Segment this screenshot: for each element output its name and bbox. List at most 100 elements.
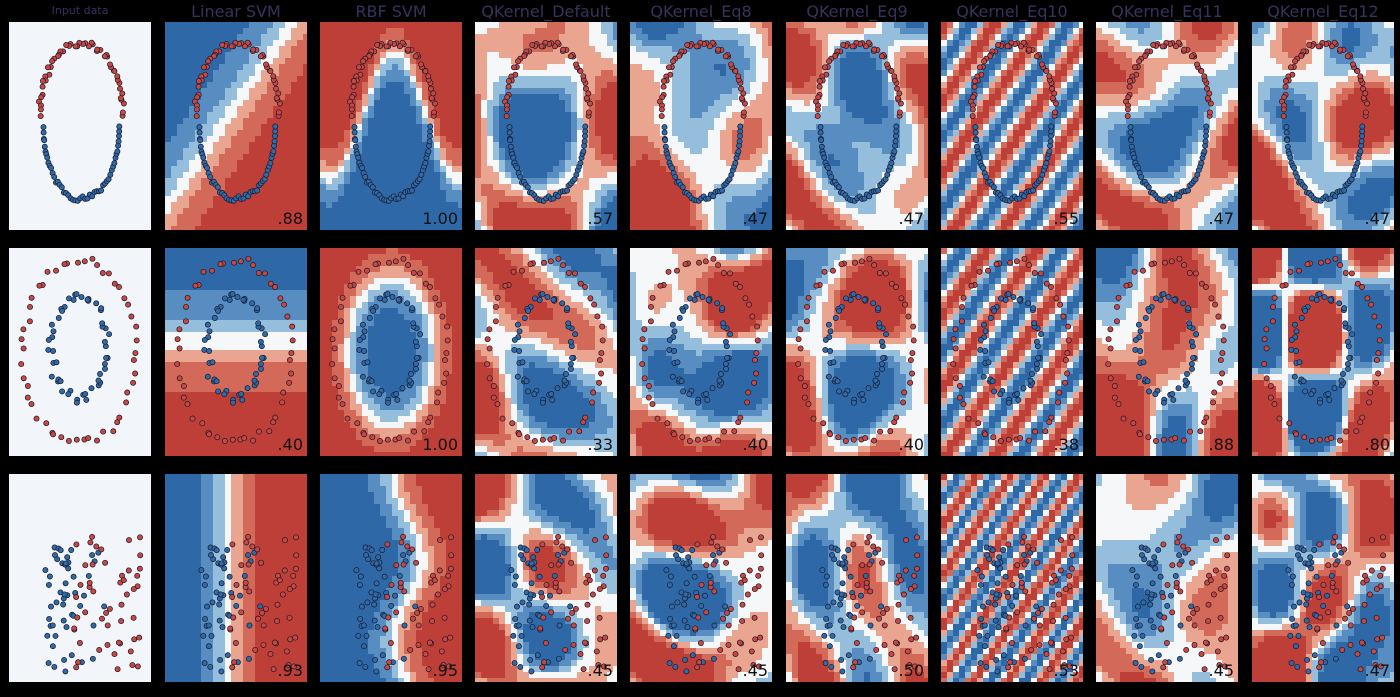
surface-cell [762,70,769,77]
surface-cell [732,124,739,131]
surface-cell [744,76,751,83]
surface-cell [189,202,196,209]
surface-cell [428,118,435,125]
surface-cell [798,64,805,71]
surface-cell [344,208,351,215]
surface-cell [762,148,769,155]
surface-cell [344,202,351,209]
surface-cell [648,58,655,65]
surface-cell [171,130,178,137]
surface-cell [404,58,411,65]
surface-cell [291,46,298,53]
surface-cell [261,196,268,203]
surface-cell [320,70,327,77]
surface-cell [487,148,494,155]
surface-cell [660,190,667,197]
surface-cell [231,22,238,29]
surface-cell [822,196,829,203]
surface-cell [630,136,637,143]
surface-cell [900,130,907,137]
surface-cell [786,220,793,227]
surface-cell [416,130,423,137]
surface-cell [398,202,405,209]
surface-cell [571,88,578,95]
surface-cell [595,202,602,209]
surface-cell [344,94,351,101]
surface-cell [971,34,978,41]
surface-cell [231,166,238,173]
surface-cell [636,34,643,41]
surface-cell [666,88,673,95]
surface-cell [583,220,590,227]
surface-cell [559,148,566,155]
surface-cell [768,64,772,71]
surface-cell [750,52,757,59]
surface-cell [870,166,877,173]
surface-cell [410,88,417,95]
surface-cell [666,196,673,203]
surface-cell [858,178,865,185]
point-positive [114,73,121,80]
surface-cell [613,220,617,227]
surface-cell [255,40,262,47]
surface-cell [702,76,709,83]
surface-cell [392,46,399,53]
surface-cell [672,166,679,173]
surface-cell [690,46,697,53]
surface-cell [804,52,811,59]
surface-cell [971,58,978,65]
surface-cell [261,184,268,191]
surface-cell [273,34,280,41]
surface-cell [702,106,709,113]
surface-cell [195,88,202,95]
surface-cell [219,166,226,173]
surface-cell [499,190,506,197]
surface-cell [374,166,381,173]
point-negative [580,148,587,155]
surface-cell [332,58,339,65]
surface-cell [368,34,375,41]
surface-cell [338,160,345,167]
surface-cell [249,118,256,125]
surface-cell [756,184,763,191]
surface-cell [816,214,823,221]
surface-cell [607,112,614,119]
surface-cell [738,214,745,221]
surface-cell [918,58,925,65]
surface-cell [231,160,238,167]
surface-cell [279,106,286,113]
surface-cell [702,94,709,101]
surface-cell [404,124,411,131]
surface-cell [225,70,232,77]
point-negative [422,160,429,167]
surface-cell [225,34,232,41]
surface-cell [410,58,417,65]
surface-cell [338,22,345,29]
surface-cell [338,40,345,47]
surface-cell [750,46,757,53]
surface-cell [416,106,423,113]
surface-cell [285,64,292,71]
surface-cell [559,142,566,149]
surface-cell [183,160,190,167]
surface-cell [630,226,637,230]
surface-cell [852,142,859,149]
surface-cell [750,22,757,29]
surface-cell [487,70,494,77]
surface-cell [243,52,250,59]
surface-cell [553,148,560,155]
surface-cell [326,88,333,95]
surface-cell [607,88,614,95]
surface-cell [924,226,928,230]
surface-cell [924,208,928,215]
surface-cell [702,70,709,77]
point-positive [583,85,589,92]
surface-cell [529,142,536,149]
surface-cell [452,106,459,113]
surface-cell [792,148,799,155]
surface-cell [458,106,462,113]
surface-cell [350,118,357,125]
surface-cell [840,118,847,125]
surface-cell [535,82,542,89]
surface-cell [410,190,417,197]
